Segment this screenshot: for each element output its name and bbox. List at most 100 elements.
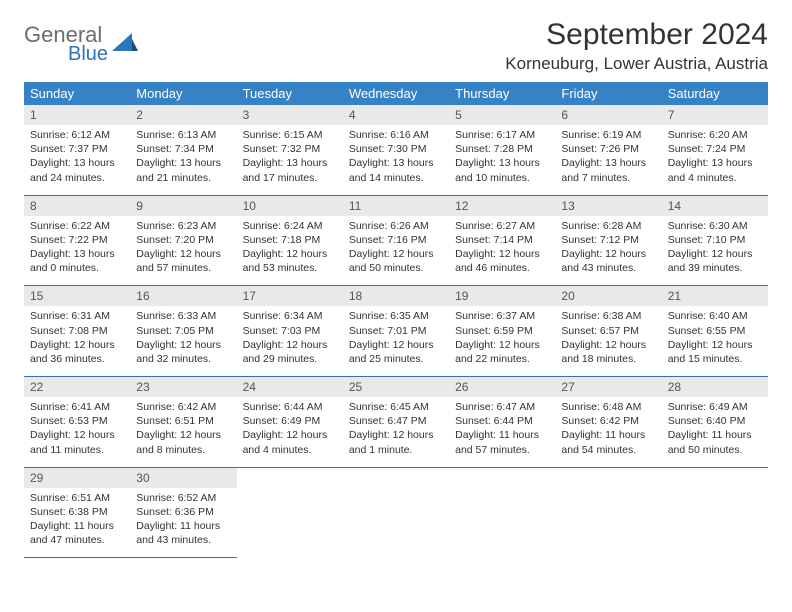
day-detail-line: Daylight: 11 hours [30, 519, 124, 533]
calendar-day-cell: 20Sunrise: 6:38 AMSunset: 6:57 PMDayligh… [555, 286, 661, 377]
day-detail-line: Sunset: 6:47 PM [349, 414, 443, 428]
day-detail-line: Sunrise: 6:31 AM [30, 309, 124, 323]
calendar-day-cell [555, 467, 661, 558]
day-detail-line: and 1 minute. [349, 443, 443, 457]
day-details: Sunrise: 6:13 AMSunset: 7:34 PMDaylight:… [130, 125, 236, 195]
calendar-day-cell: 19Sunrise: 6:37 AMSunset: 6:59 PMDayligh… [449, 286, 555, 377]
day-detail-line: and 8 minutes. [136, 443, 230, 457]
weekday-header-cell: Monday [130, 82, 236, 105]
day-detail-line: Sunset: 7:30 PM [349, 142, 443, 156]
day-details: Sunrise: 6:26 AMSunset: 7:16 PMDaylight:… [343, 216, 449, 286]
day-detail-line: Sunrise: 6:30 AM [668, 219, 762, 233]
day-detail-line: Sunset: 6:44 PM [455, 414, 549, 428]
calendar-week-row: 8Sunrise: 6:22 AMSunset: 7:22 PMDaylight… [24, 195, 768, 286]
day-detail-line: Sunset: 7:32 PM [243, 142, 337, 156]
weekday-header-cell: Tuesday [237, 82, 343, 105]
day-details: Sunrise: 6:38 AMSunset: 6:57 PMDaylight:… [555, 306, 661, 376]
calendar-day-cell: 22Sunrise: 6:41 AMSunset: 6:53 PMDayligh… [24, 377, 130, 468]
day-detail-line: Sunrise: 6:16 AM [349, 128, 443, 142]
day-detail-line: Daylight: 12 hours [561, 247, 655, 261]
calendar-day-cell [449, 467, 555, 558]
day-detail-line: Sunrise: 6:35 AM [349, 309, 443, 323]
day-detail-line: and 14 minutes. [349, 171, 443, 185]
weekday-header-cell: Friday [555, 82, 661, 105]
day-number: 19 [449, 286, 555, 306]
day-detail-line: Daylight: 11 hours [455, 428, 549, 442]
day-number: 26 [449, 377, 555, 397]
day-details: Sunrise: 6:20 AMSunset: 7:24 PMDaylight:… [662, 125, 768, 195]
day-detail-line: and 39 minutes. [668, 261, 762, 275]
day-number: 6 [555, 105, 661, 125]
day-detail-line: Sunrise: 6:17 AM [455, 128, 549, 142]
calendar-day-cell: 25Sunrise: 6:45 AMSunset: 6:47 PMDayligh… [343, 377, 449, 468]
brand-logo: General Blue [24, 18, 138, 64]
day-detail-line: Daylight: 12 hours [455, 247, 549, 261]
day-detail-line: Daylight: 13 hours [30, 156, 124, 170]
day-detail-line: and 57 minutes. [455, 443, 549, 457]
day-detail-line: Sunrise: 6:27 AM [455, 219, 549, 233]
day-detail-line: Sunrise: 6:28 AM [561, 219, 655, 233]
calendar-day-cell: 1Sunrise: 6:12 AMSunset: 7:37 PMDaylight… [24, 105, 130, 195]
day-detail-line: Sunset: 7:37 PM [30, 142, 124, 156]
day-detail-line: Sunrise: 6:24 AM [243, 219, 337, 233]
day-number: 29 [24, 468, 130, 488]
day-detail-line: and 7 minutes. [561, 171, 655, 185]
day-number: 4 [343, 105, 449, 125]
day-details: Sunrise: 6:19 AMSunset: 7:26 PMDaylight:… [555, 125, 661, 195]
calendar-day-cell: 21Sunrise: 6:40 AMSunset: 6:55 PMDayligh… [662, 286, 768, 377]
calendar-day-cell: 13Sunrise: 6:28 AMSunset: 7:12 PMDayligh… [555, 195, 661, 286]
day-detail-line: Daylight: 12 hours [349, 247, 443, 261]
day-detail-line: Daylight: 12 hours [30, 428, 124, 442]
day-detail-line: Sunset: 6:36 PM [136, 505, 230, 519]
calendar-day-cell: 29Sunrise: 6:51 AMSunset: 6:38 PMDayligh… [24, 467, 130, 558]
day-number: 16 [130, 286, 236, 306]
day-detail-line: Daylight: 12 hours [243, 428, 337, 442]
day-number: 20 [555, 286, 661, 306]
day-details: Sunrise: 6:41 AMSunset: 6:53 PMDaylight:… [24, 397, 130, 467]
calendar-day-cell: 7Sunrise: 6:20 AMSunset: 7:24 PMDaylight… [662, 105, 768, 195]
day-detail-line: Sunrise: 6:15 AM [243, 128, 337, 142]
day-number: 25 [343, 377, 449, 397]
day-detail-line: and 54 minutes. [561, 443, 655, 457]
day-detail-line: Sunrise: 6:12 AM [30, 128, 124, 142]
calendar-table: SundayMondayTuesdayWednesdayThursdayFrid… [24, 82, 768, 558]
location-subtitle: Korneuburg, Lower Austria, Austria [505, 54, 768, 74]
day-detail-line: Sunset: 7:22 PM [30, 233, 124, 247]
calendar-day-cell: 4 Sunrise: 6:16 AMSunset: 7:30 PMDaylight… [343, 105, 449, 195]
day-detail-line: Sunrise: 6:22 AM [30, 219, 124, 233]
day-details: Sunrise: 6:31 AMSunset: 7:08 PMDaylight:… [24, 306, 130, 376]
calendar-day-cell [237, 467, 343, 558]
day-detail-line: Sunset: 7:08 PM [30, 324, 124, 338]
day-number: 5 [449, 105, 555, 125]
day-detail-line: Sunrise: 6:20 AM [668, 128, 762, 142]
day-detail-line: and 36 minutes. [30, 352, 124, 366]
day-detail-line: Sunset: 7:10 PM [668, 233, 762, 247]
day-detail-line: and 22 minutes. [455, 352, 549, 366]
day-detail-line: Sunrise: 6:19 AM [561, 128, 655, 142]
day-details: Sunrise: 6:34 AMSunset: 7:03 PMDaylight:… [237, 306, 343, 376]
day-detail-line: Sunset: 6:49 PM [243, 414, 337, 428]
day-detail-line: Sunset: 7:01 PM [349, 324, 443, 338]
day-detail-line: Sunset: 7:16 PM [349, 233, 443, 247]
day-number: 9 [130, 196, 236, 216]
day-detail-line: Sunrise: 6:42 AM [136, 400, 230, 414]
day-number: 2 [130, 105, 236, 125]
day-detail-line: Daylight: 11 hours [668, 428, 762, 442]
day-number: 18 [343, 286, 449, 306]
day-detail-line: Daylight: 13 hours [243, 156, 337, 170]
calendar-day-cell: 24Sunrise: 6:44 AMSunset: 6:49 PMDayligh… [237, 377, 343, 468]
day-detail-line: and 24 minutes. [30, 171, 124, 185]
day-detail-line: and 43 minutes. [561, 261, 655, 275]
day-detail-line: Daylight: 12 hours [243, 338, 337, 352]
day-detail-line: Daylight: 13 hours [349, 156, 443, 170]
day-detail-line: Sunset: 6:42 PM [561, 414, 655, 428]
calendar-day-cell: 30Sunrise: 6:52 AMSunset: 6:36 PMDayligh… [130, 467, 236, 558]
calendar-day-cell [662, 467, 768, 558]
day-detail-line: Daylight: 12 hours [30, 338, 124, 352]
day-detail-line: Sunset: 7:24 PM [668, 142, 762, 156]
weekday-header-cell: Wednesday [343, 82, 449, 105]
day-detail-line: Sunset: 6:53 PM [30, 414, 124, 428]
day-detail-line: and 11 minutes. [30, 443, 124, 457]
weekday-header-cell: Sunday [24, 82, 130, 105]
day-details: Sunrise: 6:47 AMSunset: 6:44 PMDaylight:… [449, 397, 555, 467]
